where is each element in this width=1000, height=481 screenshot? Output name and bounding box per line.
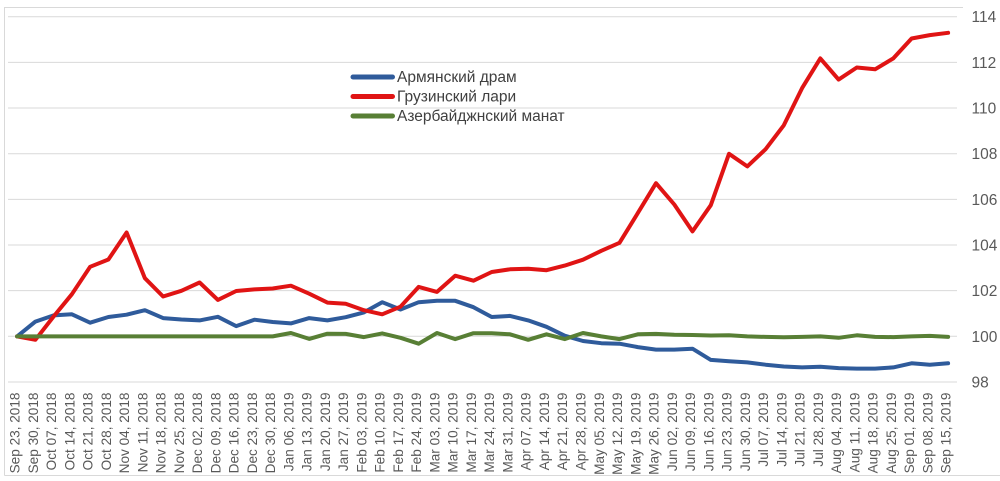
svg-text:May 05, 2019: May 05, 2019 <box>592 393 607 475</box>
svg-text:102: 102 <box>972 283 998 300</box>
svg-text:114: 114 <box>972 9 997 26</box>
svg-text:Jan 06, 2019: Jan 06, 2019 <box>281 393 296 472</box>
svg-text:Mar 17, 2019: Mar 17, 2019 <box>464 393 479 473</box>
svg-text:Feb 03, 2019: Feb 03, 2019 <box>354 393 369 473</box>
svg-text:Jun 09, 2019: Jun 09, 2019 <box>683 393 698 472</box>
svg-text:Jan 20, 2019: Jan 20, 2019 <box>318 393 333 472</box>
svg-text:Jan 27, 2019: Jan 27, 2019 <box>336 393 351 472</box>
svg-text:Mar 31, 2019: Mar 31, 2019 <box>500 393 515 473</box>
svg-text:Dec 30, 2018: Dec 30, 2018 <box>263 393 278 474</box>
svg-text:Aug 11, 2019: Aug 11, 2019 <box>847 393 862 473</box>
svg-text:Dec 23, 2018: Dec 23, 2018 <box>245 393 260 474</box>
svg-text:Nov 11, 2018: Nov 11, 2018 <box>135 393 150 473</box>
svg-text:Армянский драм: Армянский драм <box>397 69 517 86</box>
svg-text:Jul 21, 2019: Jul 21, 2019 <box>793 393 808 467</box>
svg-text:Jul 28, 2019: Jul 28, 2019 <box>811 393 826 467</box>
svg-text:Грузинский лари: Грузинский лари <box>397 89 516 106</box>
svg-text:98: 98 <box>972 374 989 391</box>
svg-text:Aug 04, 2019: Aug 04, 2019 <box>829 393 844 474</box>
svg-text:Feb 10, 2019: Feb 10, 2019 <box>373 393 388 473</box>
svg-text:108: 108 <box>972 146 998 163</box>
svg-text:104: 104 <box>972 238 998 255</box>
svg-text:Jul 07, 2019: Jul 07, 2019 <box>756 393 771 467</box>
svg-text:Dec 09, 2018: Dec 09, 2018 <box>208 393 223 474</box>
svg-text:Jun 16, 2019: Jun 16, 2019 <box>701 393 716 472</box>
svg-text:Dec 16, 2018: Dec 16, 2018 <box>227 393 242 474</box>
svg-text:Nov 25, 2018: Nov 25, 2018 <box>172 393 187 474</box>
svg-text:Apr 28, 2019: Apr 28, 2019 <box>573 393 588 471</box>
svg-text:Jul 14, 2019: Jul 14, 2019 <box>774 393 789 467</box>
svg-text:Dec 02, 2018: Dec 02, 2018 <box>190 393 205 474</box>
svg-text:Mar 03, 2019: Mar 03, 2019 <box>427 393 442 473</box>
svg-text:Oct 28, 2018: Oct 28, 2018 <box>99 393 114 471</box>
svg-text:Feb 17, 2019: Feb 17, 2019 <box>391 393 406 473</box>
svg-text:112: 112 <box>972 55 997 72</box>
svg-text:Mar 24, 2019: Mar 24, 2019 <box>482 393 497 473</box>
svg-text:Jan 13, 2019: Jan 13, 2019 <box>300 393 315 472</box>
svg-text:Nov 18, 2018: Nov 18, 2018 <box>154 393 169 474</box>
svg-text:Sep 15, 2019: Sep 15, 2019 <box>939 393 954 474</box>
svg-text:Sep 01, 2019: Sep 01, 2019 <box>902 393 917 474</box>
svg-text:Oct 21, 2018: Oct 21, 2018 <box>81 393 96 471</box>
svg-text:Feb 24, 2019: Feb 24, 2019 <box>409 393 424 473</box>
svg-text:110: 110 <box>972 101 997 118</box>
svg-text:Jun 02, 2019: Jun 02, 2019 <box>665 393 680 472</box>
svg-text:Oct 14, 2018: Oct 14, 2018 <box>62 393 77 471</box>
svg-text:Sep 08, 2019: Sep 08, 2019 <box>920 393 935 474</box>
svg-text:Sep 30, 2018: Sep 30, 2018 <box>26 393 41 474</box>
svg-text:Oct 07, 2018: Oct 07, 2018 <box>44 393 59 471</box>
svg-text:Jun 30, 2019: Jun 30, 2019 <box>738 393 753 472</box>
svg-text:Aug 18, 2019: Aug 18, 2019 <box>866 393 881 474</box>
svg-text:Apr 21, 2019: Apr 21, 2019 <box>555 393 570 471</box>
svg-text:May 12, 2019: May 12, 2019 <box>610 393 625 475</box>
svg-text:Sep 23, 2018: Sep 23, 2018 <box>8 393 23 474</box>
svg-text:Nov 04, 2018: Nov 04, 2018 <box>117 393 132 474</box>
svg-text:Apr 07, 2019: Apr 07, 2019 <box>519 393 534 471</box>
svg-text:Азербайджнский манат: Азербайджнский манат <box>397 108 565 125</box>
svg-text:Apr 14, 2019: Apr 14, 2019 <box>537 393 552 471</box>
svg-text:May 19, 2019: May 19, 2019 <box>628 393 643 475</box>
svg-text:Mar 10, 2019: Mar 10, 2019 <box>446 393 461 473</box>
svg-text:106: 106 <box>972 192 998 209</box>
svg-text:Aug 25, 2019: Aug 25, 2019 <box>884 393 899 474</box>
svg-text:Jun 23, 2019: Jun 23, 2019 <box>719 393 734 472</box>
svg-text:100: 100 <box>972 329 998 346</box>
svg-text:May 26, 2019: May 26, 2019 <box>646 393 661 475</box>
